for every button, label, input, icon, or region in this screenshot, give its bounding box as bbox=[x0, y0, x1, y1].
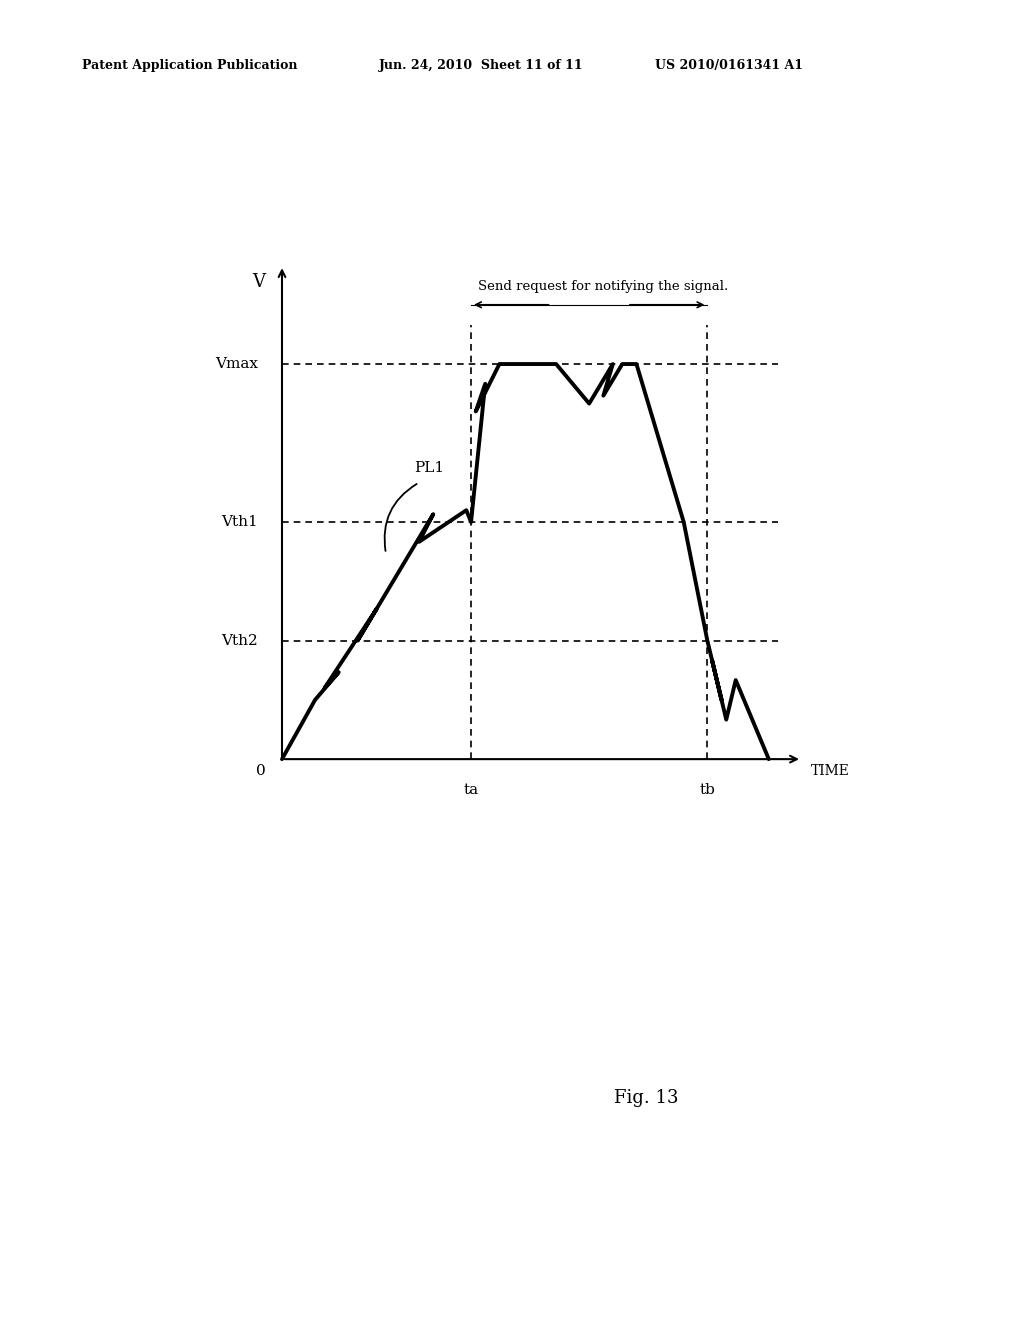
Text: ta: ta bbox=[464, 783, 478, 797]
Text: Vth1: Vth1 bbox=[221, 515, 258, 529]
Text: Fig. 13: Fig. 13 bbox=[614, 1089, 679, 1107]
Text: US 2010/0161341 A1: US 2010/0161341 A1 bbox=[655, 59, 804, 73]
Text: Vth2: Vth2 bbox=[221, 634, 258, 648]
Text: V: V bbox=[252, 273, 265, 292]
Text: Patent Application Publication: Patent Application Publication bbox=[82, 59, 297, 73]
Text: 0: 0 bbox=[256, 764, 265, 777]
Text: tb: tb bbox=[699, 783, 716, 797]
Text: Jun. 24, 2010  Sheet 11 of 11: Jun. 24, 2010 Sheet 11 of 11 bbox=[379, 59, 584, 73]
Text: TIME: TIME bbox=[811, 764, 850, 777]
Text: Send request for notifying the signal.: Send request for notifying the signal. bbox=[478, 280, 728, 293]
Text: PL1: PL1 bbox=[415, 461, 444, 475]
Text: Vmax: Vmax bbox=[215, 356, 258, 371]
